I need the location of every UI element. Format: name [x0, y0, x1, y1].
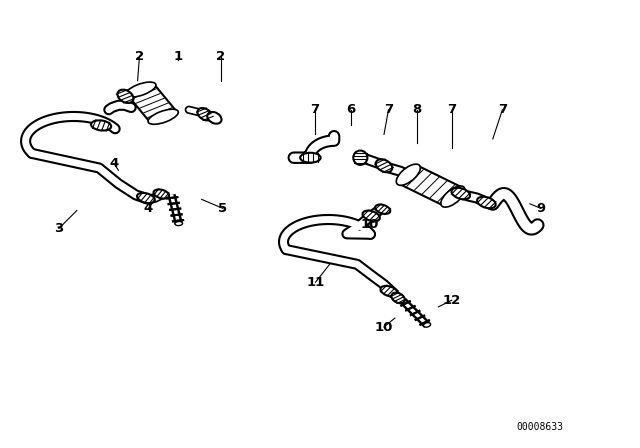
Text: 6: 6	[346, 103, 355, 116]
Ellipse shape	[125, 82, 156, 97]
Ellipse shape	[91, 121, 111, 130]
Text: 4: 4	[144, 202, 153, 215]
Text: 7: 7	[498, 103, 507, 116]
Text: 11: 11	[307, 276, 324, 289]
Text: 2: 2	[216, 49, 225, 63]
Ellipse shape	[375, 205, 390, 214]
Ellipse shape	[137, 193, 155, 203]
Ellipse shape	[451, 188, 470, 199]
Ellipse shape	[207, 112, 221, 124]
Polygon shape	[127, 84, 177, 122]
Text: 7: 7	[447, 103, 456, 116]
Text: 4: 4	[109, 157, 118, 170]
Text: 00008633: 00008633	[516, 422, 563, 432]
Ellipse shape	[424, 323, 431, 327]
Ellipse shape	[392, 293, 404, 303]
Ellipse shape	[353, 151, 367, 165]
Ellipse shape	[477, 197, 496, 208]
Ellipse shape	[198, 108, 212, 121]
Ellipse shape	[441, 186, 465, 207]
Text: 10: 10	[375, 320, 393, 334]
Text: 10: 10	[360, 217, 378, 231]
Text: 7: 7	[384, 103, 393, 116]
Text: 8: 8	[412, 103, 421, 116]
Ellipse shape	[376, 159, 392, 172]
Text: 7: 7	[310, 103, 319, 116]
Ellipse shape	[362, 211, 380, 221]
Text: 12: 12	[443, 293, 461, 307]
Ellipse shape	[154, 190, 169, 198]
Text: 3: 3	[54, 222, 63, 235]
Polygon shape	[399, 166, 462, 206]
Ellipse shape	[148, 109, 179, 124]
Ellipse shape	[396, 164, 420, 185]
Ellipse shape	[118, 90, 133, 103]
Text: 9: 9	[536, 202, 545, 215]
Ellipse shape	[300, 153, 321, 163]
Text: 2: 2	[135, 49, 144, 63]
Ellipse shape	[380, 286, 398, 297]
Text: 1: 1	[173, 49, 182, 63]
Ellipse shape	[175, 221, 182, 226]
Text: 5: 5	[218, 202, 227, 215]
